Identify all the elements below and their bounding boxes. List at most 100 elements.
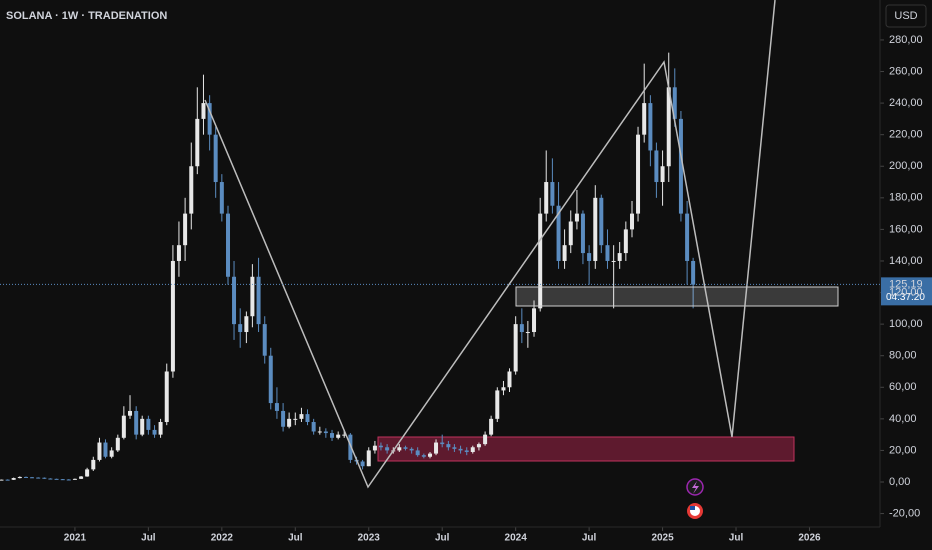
candle-body: [580, 213, 585, 254]
candle-body: [72, 478, 77, 480]
candle-body: [226, 213, 231, 277]
candle-body: [544, 182, 549, 214]
candle-body: [372, 445, 377, 451]
candle-body: [532, 308, 537, 333]
y-tick-label: 280,00: [889, 34, 923, 46]
candle-body: [476, 444, 481, 448]
candle-body: [274, 403, 279, 411]
candle-body: [440, 442, 445, 445]
y-tick-label: 100,00: [889, 318, 923, 330]
candle-body: [397, 447, 402, 451]
x-tick-label: Jul: [435, 533, 450, 544]
candle-body: [550, 182, 555, 206]
candle-body: [91, 459, 96, 470]
candle-body: [11, 478, 16, 480]
candle-body: [244, 316, 249, 333]
currency-button[interactable]: [885, 4, 927, 28]
candle-body: [636, 134, 641, 214]
candle-body: [24, 476, 29, 478]
currency-label[interactable]: USD: [894, 10, 917, 22]
x-tick-label: 2023: [358, 533, 381, 544]
x-tick-label: 2026: [798, 533, 821, 544]
candle-body: [317, 431, 322, 433]
candle-body: [428, 453, 433, 457]
candle-body: [170, 260, 175, 372]
candle-body: [660, 166, 665, 183]
candle-body: [36, 477, 41, 479]
candle-body: [287, 418, 292, 427]
y-tick-label: 120,00: [889, 286, 923, 298]
candle-body: [85, 469, 90, 477]
candle-body: [648, 103, 653, 151]
candle-body: [672, 87, 677, 119]
x-tick-label: Jul: [141, 533, 156, 544]
candles: [0, 52, 696, 481]
candle-body: [538, 213, 543, 309]
candle-body: [66, 479, 71, 481]
last-price-label: 125,19: [889, 278, 923, 290]
x-tick-label: 2021: [64, 533, 87, 544]
candle-body: [519, 324, 524, 333]
candle-body: [654, 150, 659, 183]
y-tick-label: 160,00: [889, 223, 923, 235]
candle-body: [103, 442, 108, 457]
candle-body: [115, 437, 120, 451]
candle-body: [330, 433, 335, 438]
y-tick-label: 60,00: [889, 381, 917, 393]
y-tick-label: 80,00: [889, 350, 917, 362]
candle-body: [152, 429, 157, 435]
candle-body: [30, 477, 35, 479]
candle-body: [0, 479, 4, 481]
lightning-icon: [692, 481, 699, 494]
resistance-zone: [515, 286, 839, 307]
candle-body: [360, 461, 365, 467]
candle-body: [446, 444, 451, 448]
candle-body: [250, 276, 255, 317]
candle-body: [525, 332, 530, 334]
candle-body: [385, 447, 390, 451]
candle-body: [336, 434, 341, 438]
candle-body: [109, 450, 114, 457]
y-tick-label: 20,00: [889, 444, 917, 456]
flag-canton: [690, 506, 695, 510]
x-tick-label: Jul: [288, 533, 303, 544]
candle-body: [378, 445, 383, 448]
y-tick-label: 180,00: [889, 192, 923, 204]
candle-body: [176, 245, 181, 261]
candle-body: [501, 387, 506, 391]
candle-body: [630, 213, 635, 230]
candle-body: [54, 478, 59, 480]
candle-body: [121, 415, 126, 438]
candle-body: [79, 476, 84, 479]
candle-body: [140, 418, 145, 435]
candle-body: [262, 324, 267, 356]
candle-body: [128, 410, 133, 416]
candle-body: [495, 390, 500, 419]
x-tick-label: 2022: [211, 533, 234, 544]
candle-body: [281, 410, 286, 427]
y-tick-label: 0,00: [889, 476, 910, 488]
candle-body: [642, 103, 647, 135]
x-tick-label: Jul: [729, 533, 744, 544]
candle-body: [158, 422, 163, 435]
zigzag-drawing: [204, 0, 776, 489]
candle-body: [489, 418, 494, 435]
chart-title: SOLANA · 1W · TRADENATION: [6, 10, 167, 22]
x-tick-label: 2024: [505, 533, 528, 544]
candle-body: [311, 422, 316, 432]
candle-body: [678, 118, 683, 214]
candle-body: [593, 197, 598, 261]
candle-body: [60, 479, 65, 481]
candle-body: [268, 355, 273, 404]
candle-body: [232, 276, 237, 325]
candle-body: [599, 197, 604, 246]
candle-body: [17, 476, 22, 479]
candle-body: [305, 414, 310, 423]
candle-body: [434, 442, 439, 454]
candle-body: [213, 134, 218, 183]
candle-body: [568, 221, 573, 246]
candle-body: [189, 166, 194, 214]
x-tick-label: Jul: [582, 533, 597, 544]
y-tick-label: 140,00: [889, 255, 923, 267]
